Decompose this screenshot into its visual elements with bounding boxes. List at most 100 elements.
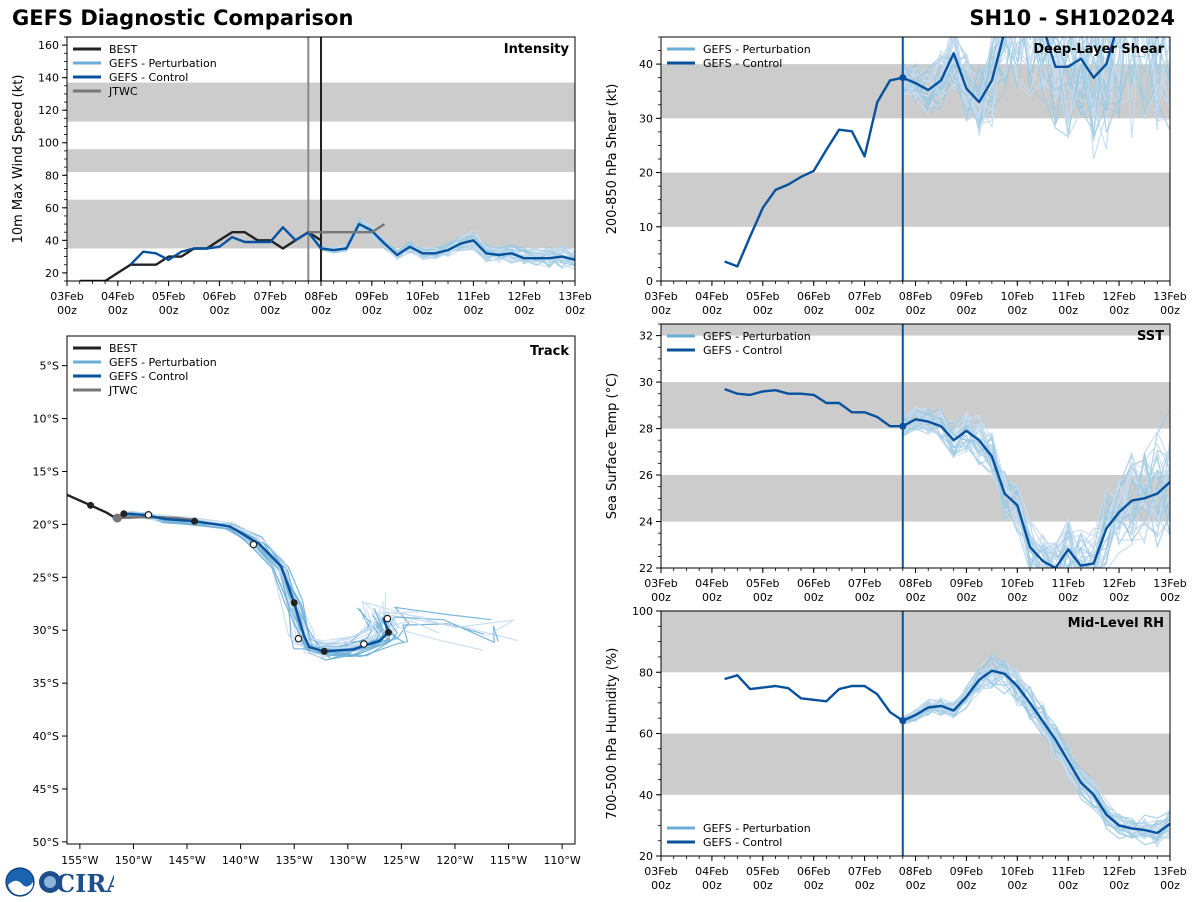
track-best-line [67,493,119,521]
rh-xtick-label: 00z [1058,879,1078,892]
intensity-xtick-label: 00z [464,304,484,317]
track-xtick-label: 140°W [222,854,259,867]
track-perturbation-line [112,512,374,648]
track-marker-open [294,634,303,643]
rh-xtick-label: 03Feb [644,865,677,878]
storm-id-title: SH10 - SH102024 [969,6,1175,30]
track-marker-filled [385,628,393,636]
sst-title: SST [1137,329,1164,344]
track-xtick-label: 155°W [61,854,98,867]
shear-xtick-label: 00z [855,304,875,317]
track-perturbation-line [117,511,379,642]
track-marker-filled [320,647,328,655]
shear-xtick-label: 13Feb [1153,290,1186,303]
sst-xtick-label: 03Feb [644,577,677,590]
sst-xtick-label: 00z [906,591,926,604]
intensity-legend-label: BEST [109,43,137,56]
rh-xtick-label: 11Feb [1051,865,1084,878]
sst-ytick-label: 26 [639,469,653,482]
sst-xtick-label: 08Feb [899,577,932,590]
sst-xtick-label: 13Feb [1153,577,1186,590]
intensity-series [79,222,575,281]
cira-logo-text: CIRA [56,869,114,898]
chart-track: 5°S10°S15°S20°S25°S30°S35°S40°S45°S50°S1… [33,335,581,867]
track-marker-filled [290,599,298,607]
track-marker-filled [87,501,95,509]
intensity-ytick-label: 100 [38,137,59,150]
shear-xtick-label: 10Feb [1001,290,1034,303]
shear-xtick-label: 03Feb [644,290,677,303]
intensity-legend-label: JTWC [108,85,138,98]
track-legend-label: GEFS - Control [109,370,188,383]
shear-xtick-label: 00z [753,304,773,317]
intensity-xtick-label: 07Feb [253,290,286,303]
intensity-xtick-label: 00z [362,304,382,317]
track-marker-open [144,511,153,519]
sst-xtick-label: 00z [804,591,824,604]
rh-xtick-label: 10Feb [1001,865,1034,878]
rh-band [661,611,1170,673]
track-xtick-label: 110°W [543,854,580,867]
noaa-logo-icon [5,867,35,897]
rh-xtick-label: 00z [753,879,773,892]
sst-ytick-label: 28 [639,423,653,436]
sst-xtick-label: 00z [1058,591,1078,604]
rh-perturbation-line [902,670,1170,846]
track-ytick-label: 5°S [40,360,59,373]
rh-legend-label: GEFS - Perturbation [703,822,811,835]
intensity-legend-label: GEFS - Control [109,71,188,84]
intensity-legend-label: GEFS - Perturbation [109,57,217,70]
shear-perturbation-line [902,37,1151,129]
shear-gefs-control-line [724,37,1159,268]
intensity-xtick-label: 13Feb [558,290,591,303]
sst-xtick-label: 00z [753,591,773,604]
intensity-xtick-label: 08Feb [304,290,337,303]
shear-xtick-label: 12Feb [1102,290,1135,303]
shear-ytick-label: 20 [639,167,653,180]
logo-area: CIRA [4,866,125,898]
track-xtick-label: 120°W [436,854,473,867]
sst-xtick-label: 00z [1007,591,1027,604]
rh-ylabel: 700-500 hPa Humidity (%) [605,648,620,820]
rh-xtick-label: 00z [804,879,824,892]
track-xtick-label: 150°W [115,854,152,867]
shear-xtick-label: 00z [1007,304,1027,317]
rh-xtick-label: 12Feb [1102,865,1135,878]
rh-xtick-label: 00z [1007,879,1027,892]
track-xtick-label: 145°W [168,854,205,867]
rh-xtick-label: 00z [957,879,977,892]
sst-legend-label: GEFS - Control [703,344,782,357]
shear-perturbation-line [902,37,1135,150]
shear-series [724,37,1159,268]
intensity-xtick-label: 11Feb [457,290,490,303]
sst-ytick-label: 24 [639,516,653,529]
rh-ytick-label: 60 [639,728,653,741]
track-xtick-label: 135°W [276,854,313,867]
sst-xtick-label: 00z [957,591,977,604]
track-ytick-label: 30°S [33,624,59,637]
chart-intensity: 2040608010012014016003Feb00z04Feb00z05Fe… [11,36,592,317]
shear-perturbation-line [902,37,1157,133]
sst-frame [660,323,1171,569]
rh-series [724,669,1170,835]
shear-xtick-label: 00z [957,304,977,317]
rh-perturbation-line [902,666,1170,831]
rh-init-marker [899,717,907,725]
track-xtick-label: 115°W [490,854,527,867]
rh-title: Mid-Level RH [1068,616,1164,631]
intensity-ytick-label: 120 [38,104,59,117]
shear-ytick-label: 10 [639,221,653,234]
sst-ytick-label: 30 [639,376,653,389]
intensity-xtick-label: 04Feb [101,290,134,303]
track-marker-filled [120,510,128,518]
shear-perturbation-line [902,37,1111,109]
intensity-xtick-label: 00z [57,304,77,317]
rh-ytick-label: 80 [639,666,653,679]
sst-xtick-label: 00z [702,591,722,604]
shear-ylabel: 200-850 hPa Shear (kt) [605,84,620,235]
sst-xtick-label: 09Feb [950,577,983,590]
intensity-gefs-control-line [129,222,575,266]
intensity-ylabel: 10m Max Wind Speed (kt) [11,75,26,244]
rh-ytick-label: 20 [639,850,653,863]
